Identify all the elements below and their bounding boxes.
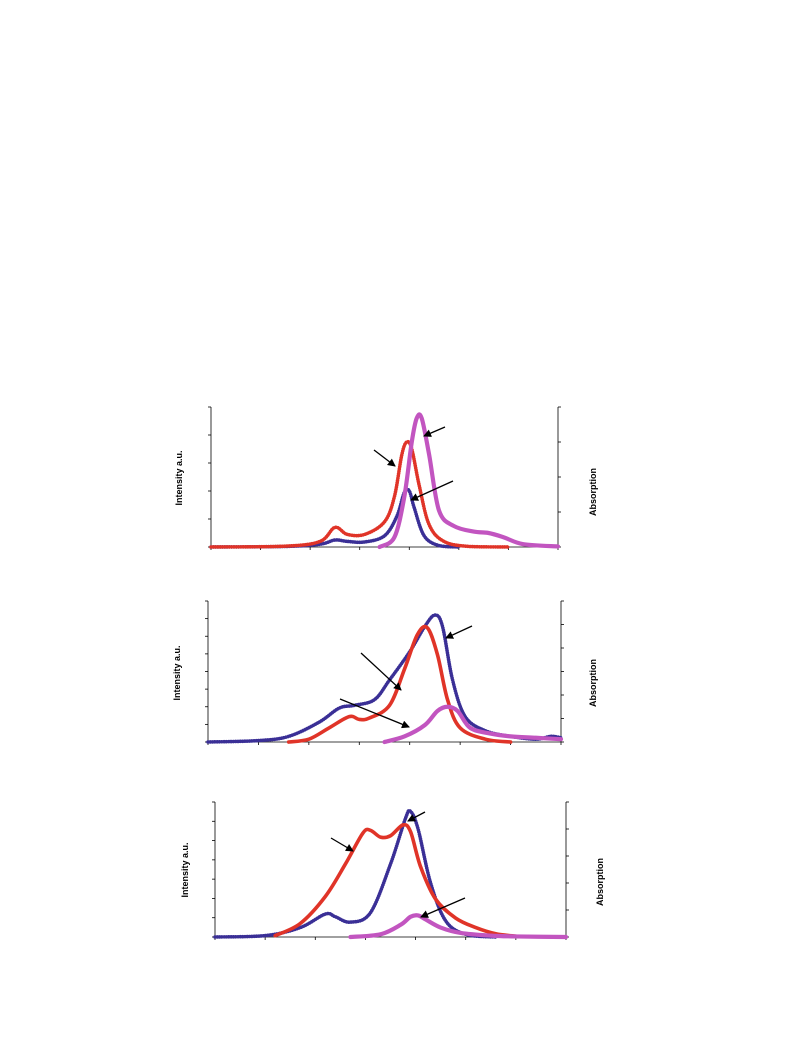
- y-axis-label-right: Absorption: [588, 468, 598, 516]
- series-line-magenta: [382, 704, 564, 745]
- annotation-arrow: [339, 698, 410, 729]
- series-line-blue: [213, 808, 498, 939]
- series-line-magenta: [377, 412, 561, 550]
- annotation-arrow: [373, 449, 396, 467]
- chart-panel-2: Intensity a.u. Absorption: [172, 600, 598, 745]
- chart-panel-1: Intensity a.u. Absorption: [174, 406, 598, 550]
- series-line-blue: [209, 487, 461, 549]
- series-line-red: [273, 822, 518, 938]
- annotation-arrow: [360, 652, 402, 691]
- chart-panel-3: Intensity a.u. Absorption: [180, 801, 605, 940]
- y-axis-label-left: Intensity a.u.: [180, 842, 190, 897]
- y-axis-label-right: Absorption: [588, 659, 598, 707]
- annotation-arrow: [420, 897, 466, 918]
- annotation-arrow: [407, 811, 426, 822]
- y-axis-label-left: Intensity a.u.: [174, 450, 184, 505]
- series-line-red: [286, 624, 513, 744]
- annotation-arrow: [445, 625, 473, 639]
- annotation-arrow: [410, 480, 454, 501]
- annotation-arrow: [423, 426, 446, 437]
- series-line-magenta: [348, 913, 569, 940]
- series-line-blue: [206, 613, 563, 744]
- y-axis-label-right: Absorption: [595, 858, 605, 906]
- y-axis-label-left: Intensity a.u.: [172, 645, 182, 700]
- annotation-arrow: [330, 837, 354, 852]
- series-core-blue: [206, 614, 563, 744]
- series-line-red: [209, 439, 511, 549]
